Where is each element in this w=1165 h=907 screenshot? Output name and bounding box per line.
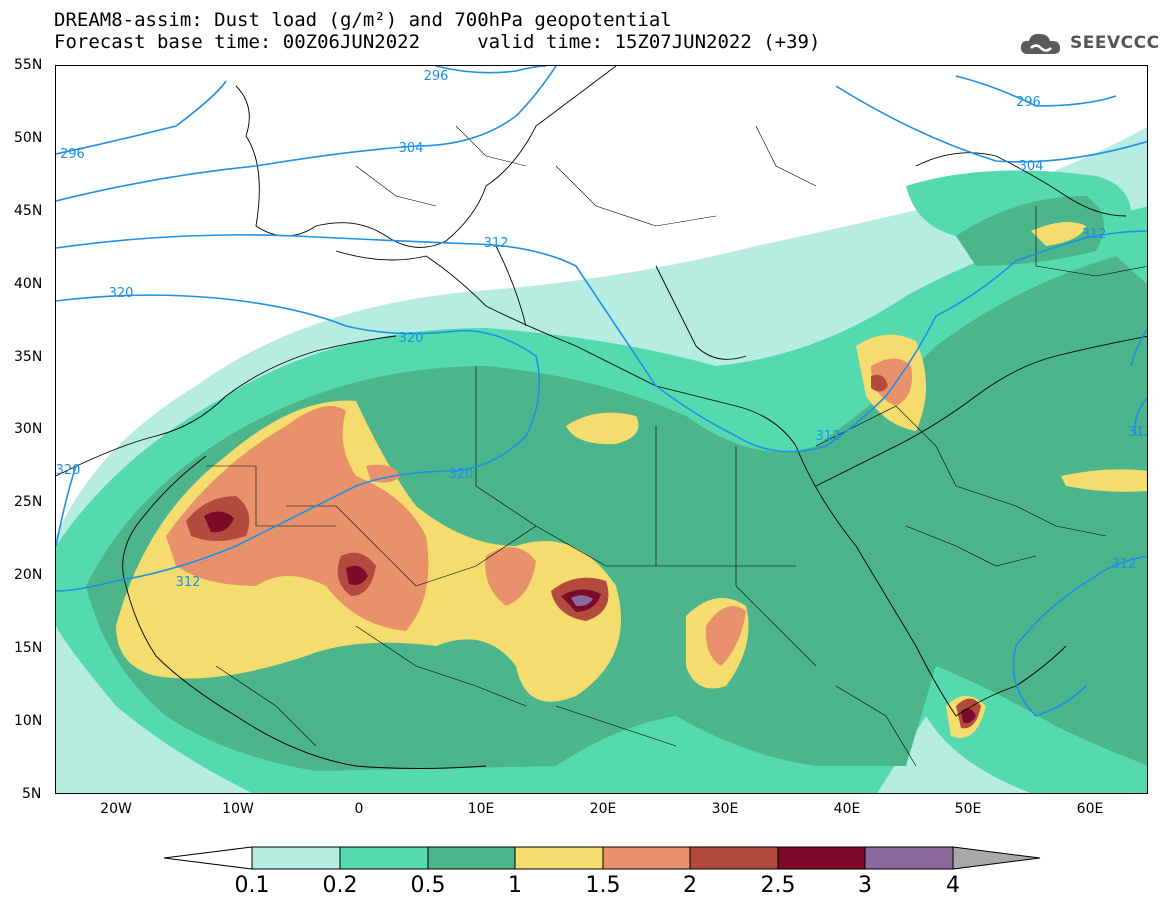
- lat-label: 25N: [14, 494, 43, 510]
- contour-label: 320: [56, 463, 80, 478]
- contour-label: 296: [1016, 95, 1041, 110]
- country-borders: [206, 125, 1147, 767]
- map-subtitle: Forecast base time: 00Z06JUN2022 valid t…: [54, 31, 821, 53]
- colorbar-swatch: [689, 846, 779, 870]
- lon-label: 10E: [467, 801, 495, 817]
- contour-label: 320: [449, 467, 474, 482]
- lon-label: 30E: [711, 801, 739, 817]
- lon-label: 0: [354, 801, 364, 817]
- contour-label: 296: [60, 147, 85, 162]
- colorbar-swatch: [602, 846, 691, 870]
- colorbar-label: 1.5: [585, 873, 621, 898]
- contour-label: 312: [1128, 425, 1148, 440]
- colorbar-label: 4: [946, 873, 960, 898]
- contour-label: 312: [176, 575, 201, 590]
- contour-label: 320: [109, 286, 134, 301]
- colorbar: [163, 846, 1041, 870]
- contour-label: 312: [1112, 557, 1137, 572]
- dust-level-3: [204, 511, 976, 724]
- lat-label: 30N: [14, 421, 43, 437]
- colorbar-swatch: [427, 846, 516, 870]
- colorbar-label: 3: [858, 873, 872, 898]
- colorbar-low-arrow: [163, 846, 253, 870]
- colorbar-swatch: [864, 846, 954, 870]
- colorbar-high-arrow: [952, 846, 1041, 870]
- geopotential-contours: [56, 66, 1147, 717]
- lat-label: 5N: [22, 786, 42, 802]
- contour-label-group: 296 296 296 304 304 312 312 312 312 320 …: [56, 69, 1148, 590]
- colorbar-label: 0.1: [234, 873, 270, 898]
- lon-label: 20E: [589, 801, 617, 817]
- map-title: DREAM8-assim: Dust load (g/m²) and 700hP…: [54, 9, 672, 31]
- lon-label: 60E: [1076, 801, 1104, 817]
- contour-label: 304: [399, 141, 424, 156]
- colorbar-swatch: [339, 846, 429, 870]
- contour-label: 312: [816, 429, 841, 444]
- lon-label: 10W: [222, 801, 254, 817]
- lon-label: 40E: [833, 801, 861, 817]
- lat-label: 15N: [14, 640, 43, 656]
- lon-label: 20W: [100, 801, 132, 817]
- lat-label: 40N: [14, 276, 43, 292]
- lon-label: 50E: [954, 801, 982, 817]
- contour-label: 312: [484, 236, 509, 251]
- colorbar-swatch: [777, 846, 866, 870]
- lat-label: 55N: [14, 57, 43, 73]
- colorbar-label: 1: [508, 873, 522, 898]
- colorbar-label: 0.2: [322, 873, 358, 898]
- colorbar-label: 0.5: [410, 873, 446, 898]
- colorbar-label: 2: [683, 873, 697, 898]
- map-canvas: 296 296 296 304 304 312 312 312 312 320 …: [56, 66, 1148, 793]
- lat-label: 50N: [14, 130, 43, 146]
- contour-label: 296: [424, 69, 449, 84]
- seevccc-logo: SEEVCCC: [1018, 30, 1160, 56]
- dust-level-4: [571, 595, 593, 607]
- colorbar-swatch: [514, 846, 604, 870]
- logo-text: SEEVCCC: [1070, 33, 1160, 53]
- colorbar-label: 2.5: [760, 873, 796, 898]
- lat-label: 45N: [14, 203, 43, 219]
- coastlines: [56, 66, 1147, 769]
- cloud-icon: [1020, 33, 1061, 54]
- lat-label: 20N: [14, 567, 43, 583]
- lat-label: 35N: [14, 349, 43, 365]
- contour-label: 320: [399, 331, 424, 346]
- lat-label: 10N: [14, 713, 43, 729]
- colorbar-swatch: [251, 846, 341, 870]
- contour-label: 312: [1082, 227, 1107, 242]
- dust-load-map: 296 296 296 304 304 312 312 312 312 320 …: [55, 65, 1148, 794]
- contour-label: 304: [1019, 159, 1044, 174]
